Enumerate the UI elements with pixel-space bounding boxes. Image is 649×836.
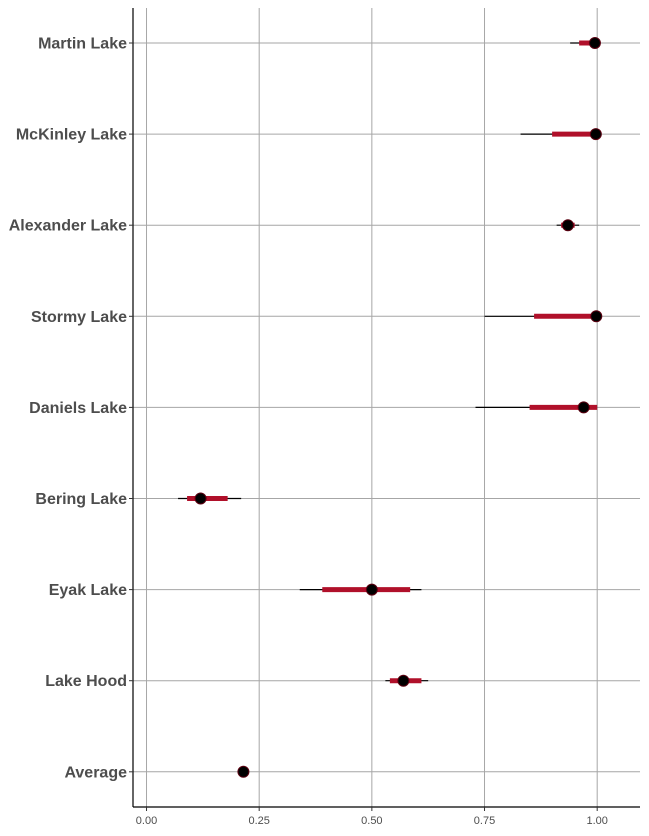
estimate-point (194, 492, 207, 505)
y-tick-label: Martin Lake (38, 36, 127, 53)
estimate-point (589, 128, 602, 141)
y-tick-label: Daniels Lake (29, 400, 127, 417)
y-tick-label: Alexander Lake (9, 218, 127, 235)
y-tick-label: Bering Lake (35, 491, 127, 508)
estimate-point (237, 765, 250, 778)
estimate-point (577, 401, 590, 414)
x-tick-labels: 0.00 0.25 0.50 0.75 1.00 (136, 815, 608, 827)
x-tick-label: 0.00 (136, 815, 157, 827)
estimate-point (365, 583, 378, 596)
estimate-point (561, 219, 574, 232)
y-tick-labels: Martin Lake McKinley Lake Alexander Lake St… (9, 36, 127, 782)
estimate-point (397, 674, 410, 687)
axes (129, 8, 640, 811)
x-tick-label: 0.25 (248, 815, 269, 827)
points (194, 37, 603, 778)
x-tick-label: 0.75 (474, 815, 495, 827)
y-tick-label: McKinley Lake (16, 127, 127, 144)
estimate-point (588, 37, 601, 49)
y-tick-label: Lake Hood (45, 673, 127, 690)
estimate-point (590, 310, 603, 323)
y-tick-label: Stormy Lake (31, 309, 127, 326)
x-tick-label: 0.50 (361, 815, 382, 827)
x-tick-label: 1.00 (586, 815, 607, 827)
intervals (178, 40, 598, 775)
y-tick-label: Average (64, 764, 127, 781)
y-tick-label: Eyak Lake (49, 582, 127, 599)
